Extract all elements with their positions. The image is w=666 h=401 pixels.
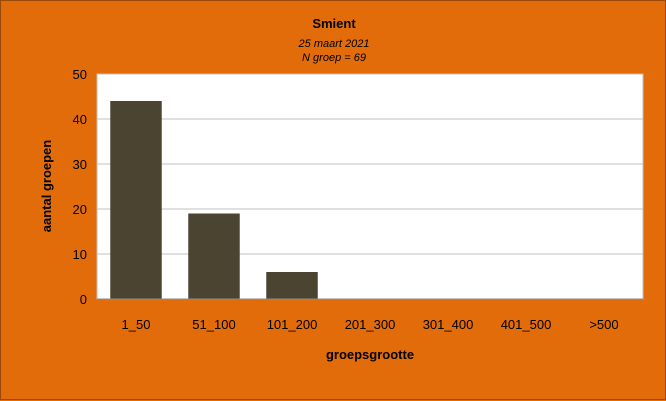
bar-51_100 — [188, 213, 240, 299]
x-tick-label: 1_50 — [122, 317, 151, 332]
y-tick-label: 50 — [73, 67, 87, 82]
y-tick-label: 20 — [73, 202, 87, 217]
bar-101_200 — [266, 272, 318, 299]
x-tick-label: 101_200 — [267, 317, 318, 332]
x-axis-title: groepsgrootte — [326, 347, 414, 362]
bars — [110, 101, 318, 299]
x-tick-label: 201_300 — [345, 317, 396, 332]
chart-title: Smient — [312, 16, 356, 31]
gridlines — [97, 73, 643, 255]
x-tick-label: 51_100 — [192, 317, 235, 332]
y-tick-label: 10 — [73, 247, 87, 262]
y-tick-label: 30 — [73, 157, 87, 172]
x-tick-label: 301_400 — [423, 317, 474, 332]
plot-area — [96, 73, 644, 300]
x-tick-label: >500 — [589, 317, 618, 332]
chart-subtitle-date: 25 maart 2021 — [298, 38, 370, 50]
y-axis-title: aantal groepen — [39, 140, 54, 233]
y-tick-label: 0 — [80, 292, 87, 307]
chart-subtitle-count: N groep = 69 — [302, 52, 366, 64]
x-tick-label: 401_500 — [501, 317, 552, 332]
x-tick-labels: 1_50 51_100 101_200 201_300 301_400 401_500 >5… — [122, 317, 619, 332]
y-tick-labels: 0 10 20 30 40 50 — [73, 67, 87, 307]
bar-1_50 — [110, 101, 162, 299]
y-tick-label: 40 — [73, 112, 87, 127]
